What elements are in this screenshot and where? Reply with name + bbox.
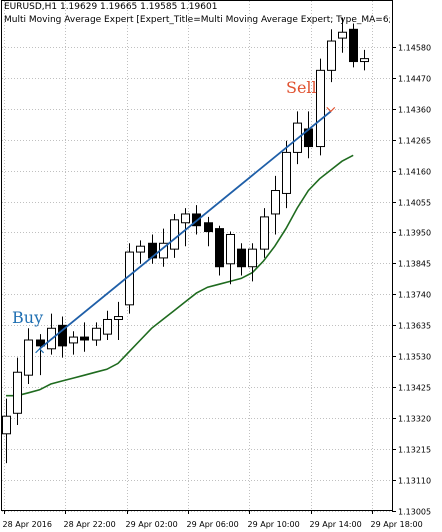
- buy-arrow-icon: [35, 347, 45, 354]
- price-axis-label: 1.13110: [398, 477, 431, 486]
- candle-bull: [2, 415, 11, 435]
- candle-bear: [204, 222, 213, 233]
- expert-parameters-header: Multi Moving Average Expert [Expert_Titl…: [4, 15, 390, 25]
- time-axis-label: 29 Apr 06:00: [187, 520, 239, 529]
- candle-bull: [226, 233, 235, 265]
- trend-line: [39, 110, 332, 350]
- price-axis-label: 1.13740: [398, 291, 431, 300]
- price-axis-label: 1.14360: [398, 106, 431, 115]
- price-axis-label: 1.14055: [398, 199, 431, 208]
- price-axis-label: 1.13320: [398, 415, 431, 424]
- price-axis-label: 1.13005: [398, 508, 431, 517]
- time-axis-label: 29 Apr 14:00: [310, 520, 362, 529]
- time-axis-label: 29 Apr 02:00: [126, 520, 178, 529]
- candle-bear: [58, 324, 67, 347]
- price-axis-label: 1.13845: [398, 260, 431, 269]
- candle-bull: [181, 213, 190, 224]
- candle-bull: [271, 190, 280, 215]
- sell-arrow-icon: [326, 106, 336, 113]
- candle-bull: [114, 316, 123, 320]
- candle-bull: [338, 31, 347, 39]
- plot-frame: [1, 0, 393, 511]
- candle-bull: [92, 327, 101, 341]
- time-axis-label: 28 Apr 22:00: [64, 520, 116, 529]
- price-axis-label: 1.13950: [398, 229, 431, 238]
- candle-bull: [360, 58, 369, 63]
- candle-bull: [260, 216, 269, 250]
- price-axis-label: 1.13215: [398, 446, 431, 455]
- price-axis-label: 1.13635: [398, 322, 431, 331]
- price-axis-label: 1.14470: [398, 75, 431, 84]
- candle-bull: [136, 245, 145, 253]
- candle-bull: [69, 336, 78, 344]
- candle-bull: [24, 339, 33, 376]
- candle-bear: [237, 248, 246, 268]
- candle-bull: [248, 248, 257, 268]
- time-axis-label: 29 Apr 18:00: [371, 520, 423, 529]
- buy-signal-label: Buy: [12, 308, 44, 327]
- candle-bull: [327, 40, 336, 71]
- candle-bull: [282, 151, 291, 194]
- chart-symbol-header: EURUSD,H1 1.19629 1.19665 1.19585 1.1960…: [4, 2, 218, 12]
- candle-bear: [148, 242, 157, 259]
- price-axis-label: 1.14580: [398, 44, 431, 53]
- candle-bear: [349, 28, 358, 63]
- candle-bull: [103, 318, 112, 335]
- candle-bull: [13, 371, 22, 414]
- time-axis-label: 29 Apr 10:00: [248, 520, 300, 529]
- price-axis-label: 1.14265: [398, 137, 431, 146]
- moving-average-line: [6, 154, 354, 397]
- price-axis-label: 1.13530: [398, 353, 431, 362]
- candle-bull: [316, 69, 325, 148]
- time-axis-label: 28 Apr 2016: [3, 520, 52, 529]
- price-axis-label: 1.13425: [398, 384, 431, 393]
- price-axis-label: 1.14160: [398, 168, 431, 177]
- sell-signal-label: Sell: [286, 78, 317, 97]
- candle-bull: [170, 219, 179, 250]
- candle-bear: [215, 228, 224, 268]
- candle-bear: [36, 339, 45, 347]
- candle-bear: [80, 336, 89, 341]
